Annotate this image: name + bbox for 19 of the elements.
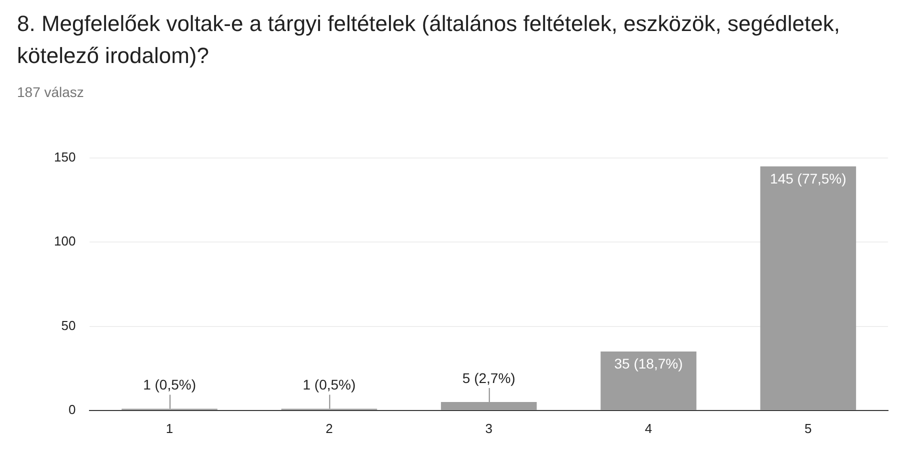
x-tick-label: 3 <box>485 420 492 436</box>
data-label: 145 (77,5%) <box>770 170 846 186</box>
data-label: 1 (0,5%) <box>143 376 196 393</box>
chart-subtitle: 187 válasz <box>17 84 85 100</box>
y-tick-label: 50 <box>61 318 76 333</box>
x-tick-label: 4 <box>644 420 652 436</box>
y-tick-label: 150 <box>54 150 76 165</box>
data-label: 1 (0,5%) <box>302 376 356 393</box>
chart-title: 8. Megfelelőek voltak-e a tárgyi feltételek (általános feltételek, eszközök, segédletek, kötelező irodalom)? <box>17 10 842 70</box>
x-tick-label: 1 <box>166 420 174 436</box>
bar <box>440 402 537 410</box>
x-tick-label: 5 <box>804 420 812 436</box>
data-label: 35 (18,7%) <box>614 355 683 372</box>
data-label: 5 (2,7%) <box>462 370 516 386</box>
y-tick-label: 0 <box>68 402 76 417</box>
x-tick-label: 2 <box>326 420 333 436</box>
y-tick-label: 100 <box>54 234 76 249</box>
bar <box>760 166 856 410</box>
bar <box>600 352 696 410</box>
